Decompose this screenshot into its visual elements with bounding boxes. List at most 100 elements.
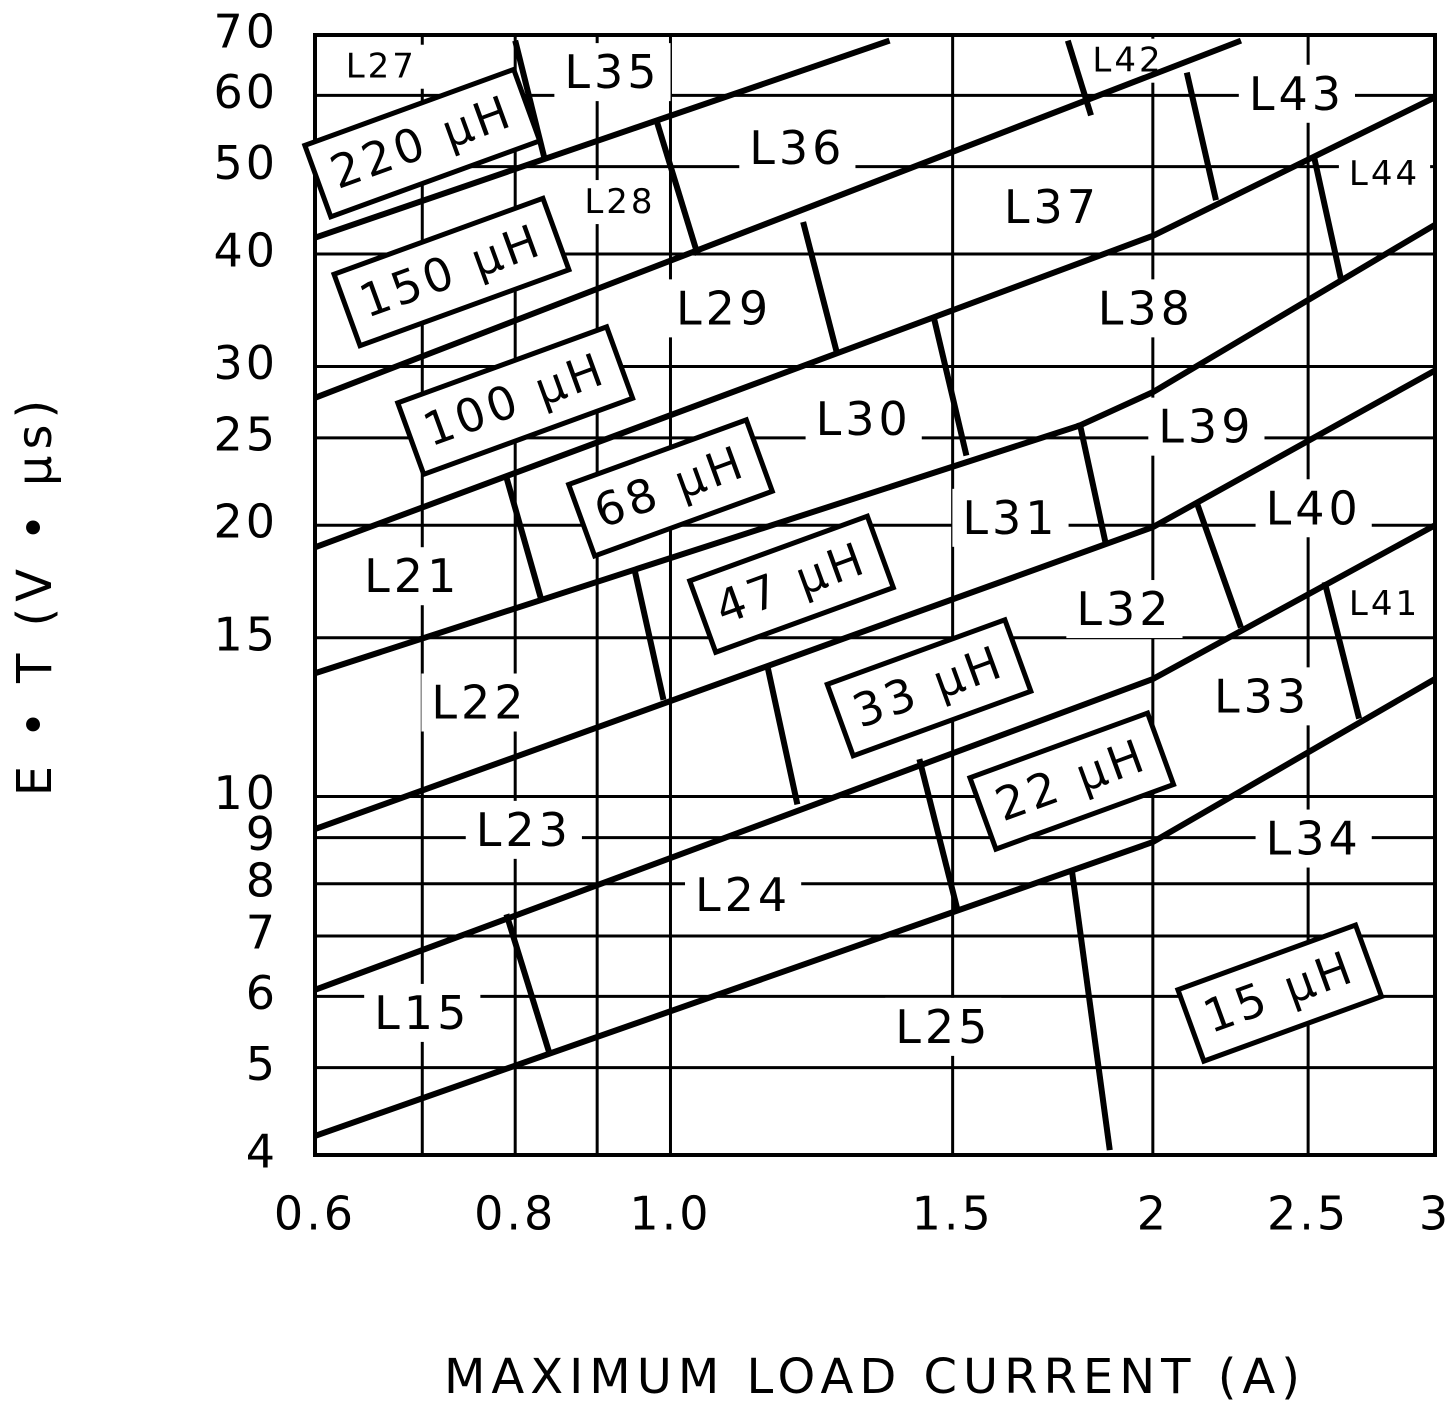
region-label-background [805,390,922,449]
plot-frame [313,33,1437,1157]
region-label-background [364,983,481,1042]
inductance-frame [301,66,543,221]
boundary-line [1064,39,1094,117]
boundary-line [314,222,1437,677]
boundary-line [653,119,701,256]
region-label-background [1255,479,1372,538]
y-tick-label: 6 [246,966,278,1020]
region-label: L34 [1266,812,1362,866]
region-label: L36 [749,121,845,175]
boundary-line [314,676,1437,1139]
region-label: L21 [364,549,460,603]
y-tick-label: 70 [213,5,278,59]
region-label: L24 [695,868,791,922]
region-label-background [739,118,856,177]
region-label-background [952,488,1069,547]
region-label: L30 [816,392,912,446]
region-label: L27 [346,47,417,87]
y-tick-label: 15 [213,607,278,661]
region-label: L40 [1266,481,1362,535]
x-tick-label: 2.5 [1267,1187,1349,1241]
boundary-line [930,316,970,457]
y-tick-label: 8 [246,853,278,907]
region-label-background [1148,397,1265,456]
y-tick-label: 60 [213,65,278,119]
region-label: L38 [1098,281,1194,335]
y-tick-label: 40 [213,223,278,277]
region-label: L42 [1092,41,1163,81]
region-label: L25 [895,1000,991,1054]
region-label: L39 [1158,400,1254,454]
region-label: L29 [676,281,772,335]
y-tick-label: 30 [213,336,278,390]
region-label-background [421,673,538,732]
region-label: L43 [1249,67,1345,121]
boundary-line [1076,421,1110,546]
boundary-line [313,522,1437,993]
boundary-line [764,666,801,805]
inductance-frame [686,512,897,656]
inductance-frame [966,709,1177,853]
inductance-frame [565,416,776,560]
boundary-line [313,94,1437,551]
region-label-background [1066,580,1183,639]
region-label-background [993,178,1111,237]
boundary-line [313,367,1437,832]
boundary-line [916,758,961,910]
x-tick-label: 3 [1419,1187,1446,1241]
y-axis-title: E • T (V • μs) [7,394,63,796]
region-label-background [1204,667,1321,726]
region-label-background [335,44,427,89]
label-backgrounds [335,38,1431,1056]
inductance-frame [394,323,636,478]
inductance-frame [1174,921,1385,1065]
region-label: L32 [1076,582,1172,636]
boundary-line [314,37,891,241]
y-tick-label: 7 [246,906,278,960]
inductance-frame [824,616,1035,760]
region-label: L37 [1004,180,1100,234]
boundary-line [503,476,544,599]
region-label: L28 [584,182,655,222]
region-label-background [554,43,671,102]
region-label-background [665,279,783,338]
region-label: L44 [1349,154,1420,194]
boundary-line [1193,501,1244,629]
boundary-line [1321,581,1363,720]
boundary-line [631,570,667,701]
x-tick-label: 0.8 [474,1187,556,1241]
boundary-line [1183,71,1219,201]
region-label-background [1087,279,1204,338]
boundary-line [1068,868,1113,1151]
boundary-line [1310,154,1344,279]
y-tick-label: 20 [213,495,278,549]
boundary-line [503,913,553,1054]
x-tick-label: 1.0 [629,1187,711,1241]
region-label-background [1338,151,1431,196]
boundaries [313,33,1437,1157]
region-label-background [465,800,582,859]
x-tick-label: 1.5 [912,1187,994,1241]
y-tick-label: 25 [213,407,278,461]
region-label: L41 [1349,584,1420,624]
region-label: L15 [374,986,470,1040]
region-label: L33 [1214,669,1310,723]
region-label-background [1255,809,1372,868]
region-label-background [354,547,471,606]
region-label: L23 [476,803,572,857]
region-label-background [685,866,802,925]
region-label-background [1238,64,1355,123]
x-tick-label: 0.6 [274,1187,356,1241]
x-axis-title: MAXIMUM LOAD CURRENT (A) [444,1349,1306,1405]
region-label-background [1338,581,1431,626]
y-tick-label: 4 [246,1125,278,1179]
inductance-frame [330,195,573,349]
region-label: L35 [564,45,660,99]
y-tick-label: 5 [246,1037,278,1091]
y-tick-label: 10 [213,766,278,820]
region-label: L31 [962,491,1058,545]
boundary-line [800,221,840,354]
x-tick-label: 2 [1137,1187,1169,1241]
y-tick-label: 9 [246,807,278,861]
